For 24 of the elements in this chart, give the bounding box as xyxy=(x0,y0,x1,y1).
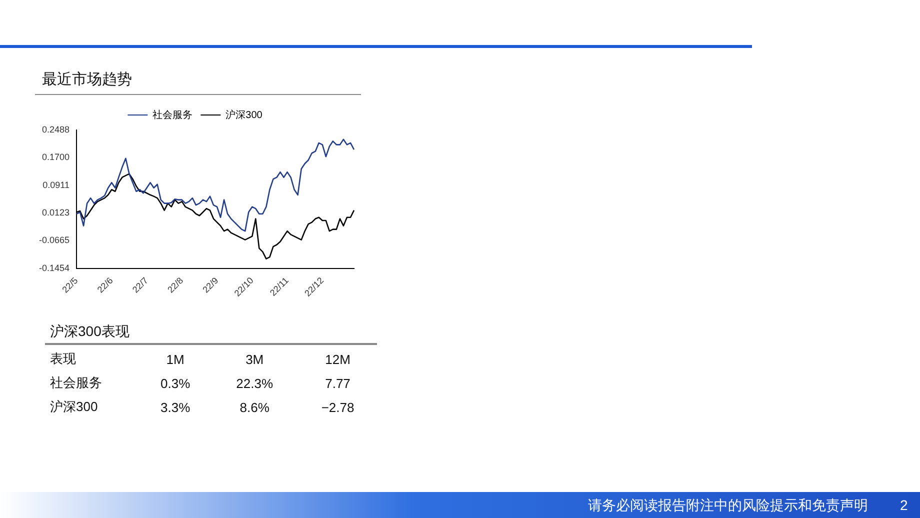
text: 8.6% xyxy=(240,400,270,414)
chart-title: 最近市场趋势 xyxy=(42,70,132,89)
text: 2 xyxy=(900,497,908,513)
category-label: 沪深300 xyxy=(50,399,98,414)
text: 沪深300表现 xyxy=(45,323,377,345)
text: 22.3% xyxy=(236,376,274,390)
y-tick-label: 0.0911 xyxy=(42,180,70,190)
text: 3.3% xyxy=(160,400,190,414)
category-label: 社会服务 xyxy=(50,375,102,390)
category-label: 3M xyxy=(244,350,265,368)
y-tick-label: 0.1700 xyxy=(42,152,70,162)
category-label: 12M xyxy=(324,350,352,368)
y-tick-label: 0.2488 xyxy=(42,124,70,134)
text: −2.78 xyxy=(321,400,354,414)
text: 7.77 xyxy=(325,376,350,390)
text: 请务必阅读报告附注中的风险提示和免责声明 xyxy=(588,497,868,515)
y-tick-label: -0.1454 xyxy=(38,262,70,273)
legend-label: 社会服务 xyxy=(152,108,193,121)
y-tick-label: 0.0123 xyxy=(42,208,70,218)
text: 0.3% xyxy=(160,376,190,390)
category-label: 1M xyxy=(165,350,186,368)
y-tick-label: -0.0665 xyxy=(38,235,70,246)
legend-label: 沪深300 xyxy=(226,108,263,121)
text: 表现 xyxy=(49,350,77,368)
